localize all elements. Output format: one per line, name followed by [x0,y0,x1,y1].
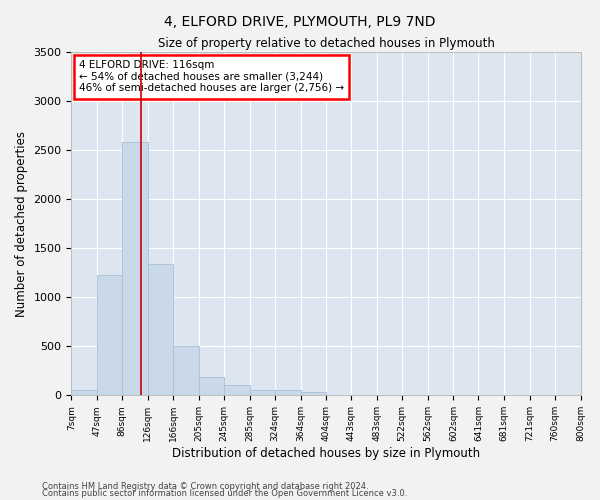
Bar [301,392,326,396]
Bar [275,390,301,396]
Bar [224,384,250,396]
Text: Contains HM Land Registry data © Crown copyright and database right 2024.: Contains HM Land Registry data © Crown c… [42,482,368,491]
Bar [97,274,122,396]
Bar [122,142,148,396]
Text: 4, ELFORD DRIVE, PLYMOUTH, PL9 7ND: 4, ELFORD DRIVE, PLYMOUTH, PL9 7ND [164,15,436,29]
Title: Size of property relative to detached houses in Plymouth: Size of property relative to detached ho… [158,38,494,51]
X-axis label: Distribution of detached houses by size in Plymouth: Distribution of detached houses by size … [172,447,480,460]
Bar [71,390,97,396]
Bar [148,264,173,396]
Bar [173,346,199,396]
Text: 4 ELFORD DRIVE: 116sqm
← 54% of detached houses are smaller (3,244)
46% of semi-: 4 ELFORD DRIVE: 116sqm ← 54% of detached… [79,60,344,94]
Bar [199,376,224,396]
Text: Contains public sector information licensed under the Open Government Licence v3: Contains public sector information licen… [42,490,407,498]
Bar [250,390,275,396]
Y-axis label: Number of detached properties: Number of detached properties [15,130,28,316]
